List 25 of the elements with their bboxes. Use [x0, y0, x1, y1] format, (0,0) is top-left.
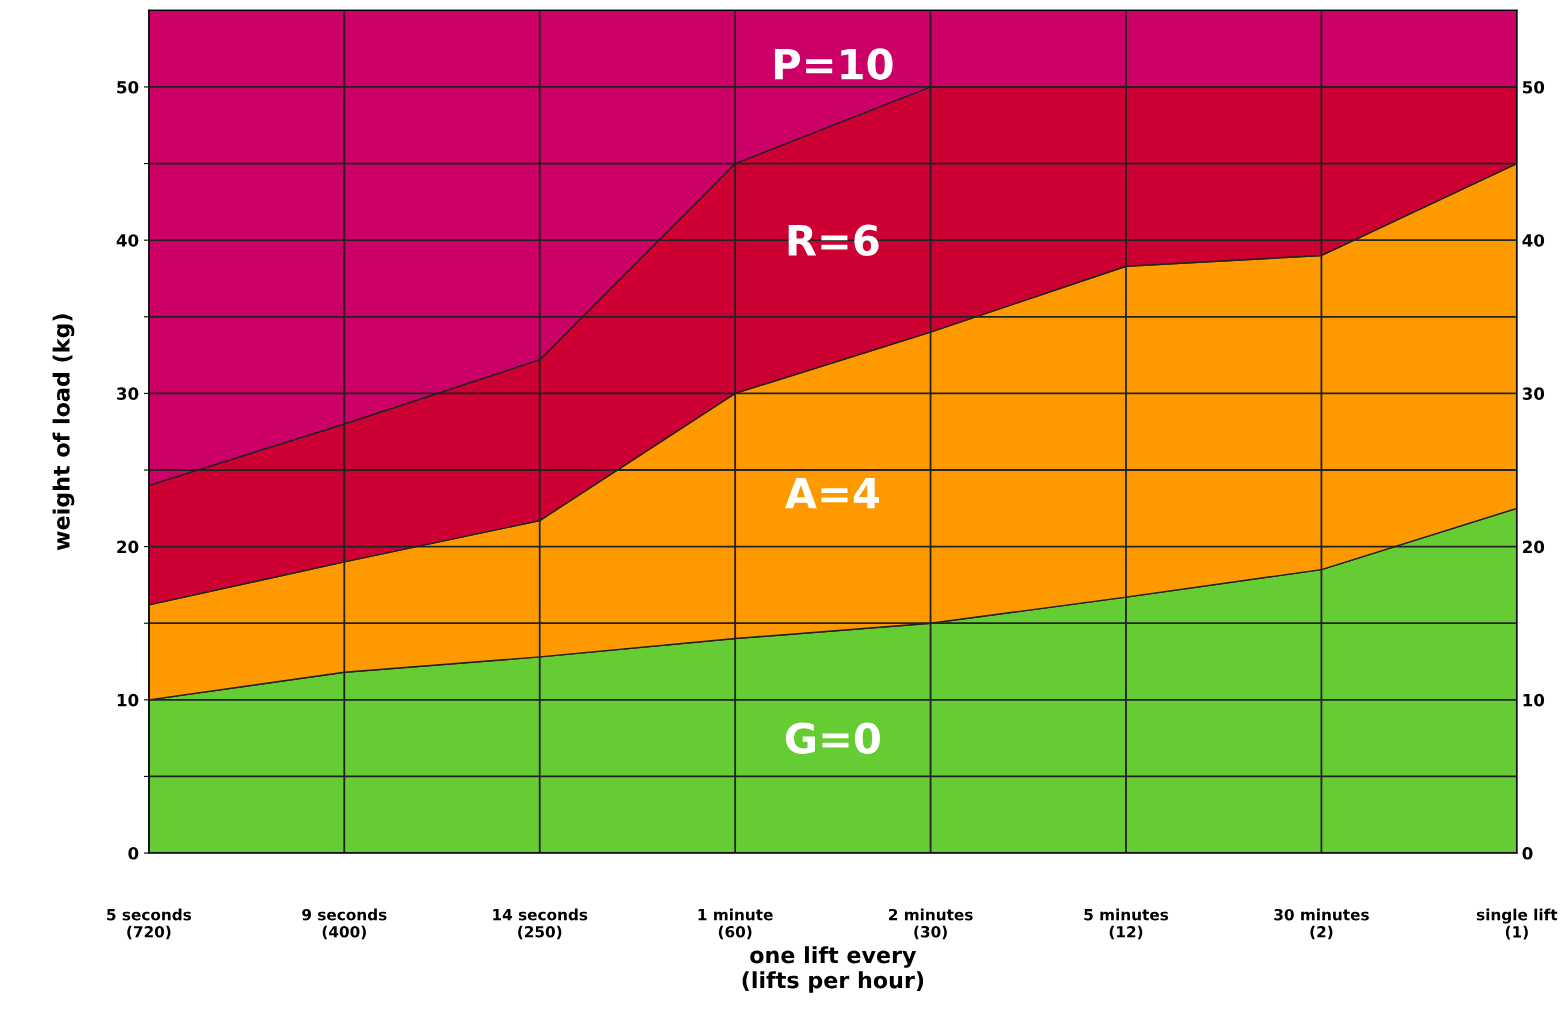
y2-tick-label: 10: [1523, 693, 1545, 707]
y2-tick-label: 50: [1523, 80, 1545, 94]
y2-tick-label: 0: [1522, 847, 1533, 860]
y-axis-title: weight of load (kg): [52, 314, 75, 551]
series-label: G=0: [785, 722, 880, 755]
x-tick-label: 1 minute (60): [698, 908, 773, 940]
x-axis-title: one lift every (lifts per hour): [742, 946, 924, 993]
x-tick-label: 14 seconds (250): [493, 908, 588, 940]
x-tick-label: single lift (1): [1476, 908, 1558, 940]
x-tick-label: 9 seconds (400): [302, 908, 387, 940]
y-tick-label: 0: [128, 847, 139, 860]
y2-tick-label: 40: [1522, 234, 1545, 247]
y2-tick-label: 20: [1523, 540, 1545, 554]
x-tick-label: 5 seconds (720): [107, 908, 192, 940]
x-tick-label: 2 minutes (30): [888, 908, 973, 940]
x-tick-label: 5 minutes (12): [1084, 908, 1169, 940]
y-tick-label: 20: [117, 540, 139, 554]
series-label: P=10: [774, 48, 893, 80]
y-tick-label: 40: [116, 234, 139, 247]
y2-tick-label: 30: [1522, 387, 1545, 400]
y-tick-label: 10: [117, 693, 139, 707]
y-tick-label: 50: [117, 80, 139, 94]
series-label: A=4: [784, 477, 880, 509]
x-tick-label: 30 minutes (2): [1274, 908, 1369, 940]
y-tick-label: 30: [117, 387, 139, 400]
